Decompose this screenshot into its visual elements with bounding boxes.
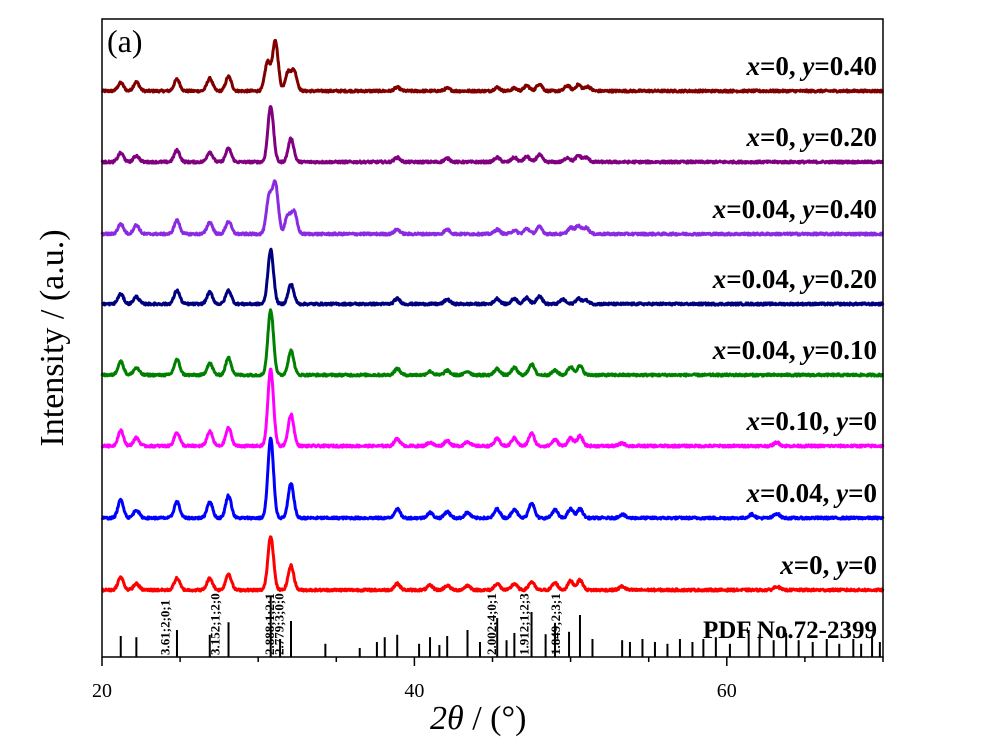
reference-annotation-1: 3.61;2;0;1 [157, 600, 172, 655]
labels-layer: x=0, y=0.40 x=0, y=0.20 x=0.04, y=0.40 x=0.… [712, 51, 877, 580]
series-label-4: x=0.04, y=0.20 [712, 264, 877, 294]
y-axis-label: Intensity / (a.u.) [34, 229, 71, 446]
reference-annotation-5: 2.002;4;0;1 [484, 593, 499, 655]
series-line-3 [100, 179, 884, 237]
series-label-8: x=0, y=0 [779, 550, 877, 580]
reference-annotation-3: 2.888;1;2;1 [262, 593, 277, 655]
series-label-3: x=0.04, y=0.40 [712, 194, 877, 224]
series-label-1: x=0, y=0.40 [745, 51, 877, 81]
x-tick-label: 20 [92, 680, 112, 702]
x-axis-ticks: 20 40 60 [92, 657, 884, 702]
x-tick-label: 60 [717, 680, 737, 702]
x-axis-label-symbol: 2θ [430, 700, 464, 737]
reference-annotation-7: 1.849;2;3;1 [548, 593, 563, 655]
grid-layer [100, 38, 885, 593]
series-line-7 [100, 436, 885, 521]
series-line-4 [100, 247, 885, 307]
series-line-8 [101, 535, 885, 593]
series-label-7: x=0.04, y=0 [745, 478, 877, 508]
series-line-6 [100, 367, 885, 449]
reference-label: PDF No.72-2399 [703, 617, 877, 644]
series-label-2: x=0, y=0.20 [745, 122, 877, 152]
series-line-2 [100, 105, 884, 165]
x-axis-label: 2θ / (°) [430, 700, 526, 737]
series-label-5: x=0.04, y=0.10 [712, 335, 877, 365]
x-axis-label-unit: / (°) [464, 700, 527, 737]
reference-layer: 3.61;2;0;1 3.152;1;2;0 2.888;1;2;12.779;3;… [119, 593, 881, 657]
series-label-6: x=0.10, y=0 [745, 406, 877, 436]
reference-annotation-6: 1.912;1;2;3 [517, 593, 532, 655]
series-line-5 [100, 308, 884, 378]
reference-annotation-2: 3.152;1;2;0 [207, 593, 222, 655]
x-tick-label: 40 [404, 680, 424, 702]
series-line-1 [100, 38, 885, 94]
panel-label: (a) [107, 23, 143, 59]
reference-annotation-4: 2.779;3;0;0 [272, 593, 287, 655]
